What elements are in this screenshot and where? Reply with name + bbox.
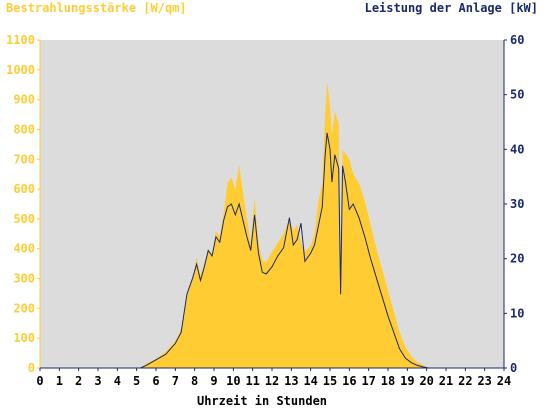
left-tick-label: 500	[13, 212, 35, 226]
left-tick-label: 0	[28, 361, 35, 375]
right-tick-label: 10	[510, 306, 524, 320]
x-tick-label: 8	[191, 374, 198, 388]
x-tick-label: 18	[381, 374, 395, 388]
right-tick-label: 60	[510, 33, 524, 47]
left-tick-label: 200	[13, 301, 35, 315]
x-tick-label: 17	[361, 374, 375, 388]
x-tick-label: 4	[114, 374, 121, 388]
left-tick-label: 100	[13, 331, 35, 345]
x-tick-label: 11	[245, 374, 259, 388]
x-tick-label: 20	[419, 374, 433, 388]
x-tick-label: 9	[210, 374, 217, 388]
right-tick-label: 20	[510, 252, 524, 266]
left-tick-label: 1000	[6, 63, 35, 77]
x-tick-label: 6	[152, 374, 159, 388]
x-tick-label: 0	[36, 374, 43, 388]
x-tick-label: 12	[265, 374, 279, 388]
right-tick-label: 40	[510, 142, 524, 156]
x-tick-label: 7	[172, 374, 179, 388]
right-tick-label: 30	[510, 197, 524, 211]
x-tick-label: 10	[226, 374, 240, 388]
left-tick-label: 800	[13, 122, 35, 136]
x-tick-label: 16	[342, 374, 356, 388]
axes-layer: 0100200300400500600700800900100011000102…	[6, 33, 524, 388]
x-tick-label: 14	[303, 374, 317, 388]
irradiance-area	[40, 81, 504, 368]
left-tick-label: 700	[13, 152, 35, 166]
x-tick-label: 5	[133, 374, 140, 388]
right-axis-title: Leistung der Anlage [kW]	[365, 1, 538, 15]
left-tick-label: 900	[13, 93, 35, 107]
right-tick-label: 0	[510, 361, 517, 375]
x-tick-label: 19	[400, 374, 414, 388]
left-tick-label: 400	[13, 242, 35, 256]
left-axis-title: Bestrahlungsstärke [W/qm]	[6, 1, 187, 15]
x-tick-label: 23	[477, 374, 491, 388]
x-tick-label: 2	[75, 374, 82, 388]
x-tick-label: 13	[284, 374, 298, 388]
left-tick-label: 1100	[6, 33, 35, 47]
x-tick-label: 24	[497, 374, 511, 388]
series-layer	[40, 81, 504, 369]
x-tick-label: 3	[94, 374, 101, 388]
x-axis-title: Uhrzeit in Stunden	[197, 394, 327, 408]
x-tick-label: 15	[323, 374, 337, 388]
x-tick-label: 22	[458, 374, 472, 388]
left-tick-label: 300	[13, 272, 35, 286]
left-tick-label: 600	[13, 182, 35, 196]
x-tick-label: 1	[56, 374, 63, 388]
x-tick-label: 21	[439, 374, 453, 388]
power-line	[40, 132, 504, 369]
right-tick-label: 50	[510, 88, 524, 102]
